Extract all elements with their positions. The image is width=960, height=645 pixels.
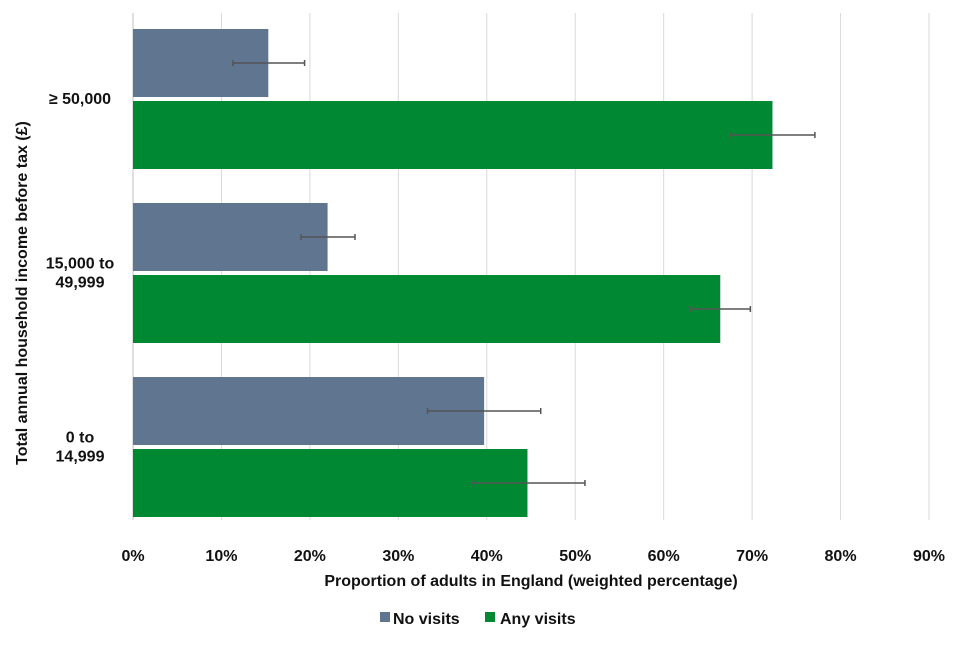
category-label: 49,999 xyxy=(56,275,105,292)
x-tick-label: 50% xyxy=(559,548,591,565)
x-tick-label: 40% xyxy=(471,548,503,565)
y-axis-title: Total annual household income before tax… xyxy=(14,121,31,465)
x-tick-label: 10% xyxy=(205,548,237,565)
y-axis-categories: ≥ 50,000 15,000 to 49,999 0 to 14,999 xyxy=(46,91,115,466)
x-tick-label: 70% xyxy=(736,548,768,565)
x-tick-label: 60% xyxy=(648,548,680,565)
x-tick-label: 20% xyxy=(294,548,326,565)
x-axis-ticks: 0% 10% 20% 30% 40% 50% 60% 70% 80% 90% xyxy=(121,548,945,565)
bar xyxy=(133,101,773,169)
bar xyxy=(133,449,528,517)
category-label: 0 to xyxy=(66,430,95,447)
legend: No visits Any visits xyxy=(380,611,576,628)
bar xyxy=(133,275,721,343)
legend-label: Any visits xyxy=(500,611,576,628)
error-bars xyxy=(232,60,816,486)
x-tick-label: 80% xyxy=(825,548,857,565)
legend-swatch xyxy=(485,612,495,622)
x-tick-label: 90% xyxy=(913,548,945,565)
x-axis-title: Proportion of adults in England (weighte… xyxy=(324,573,737,590)
category-label: 15,000 to xyxy=(46,256,115,273)
bar xyxy=(133,377,485,445)
x-tick-label: 30% xyxy=(382,548,414,565)
x-tick-label: 0% xyxy=(121,548,144,565)
category-label: 14,999 xyxy=(56,449,105,466)
legend-swatch xyxy=(380,612,390,622)
bars xyxy=(133,29,773,517)
legend-label: No visits xyxy=(393,611,460,628)
bar xyxy=(133,203,328,271)
category-label: ≥ 50,000 xyxy=(49,91,111,108)
